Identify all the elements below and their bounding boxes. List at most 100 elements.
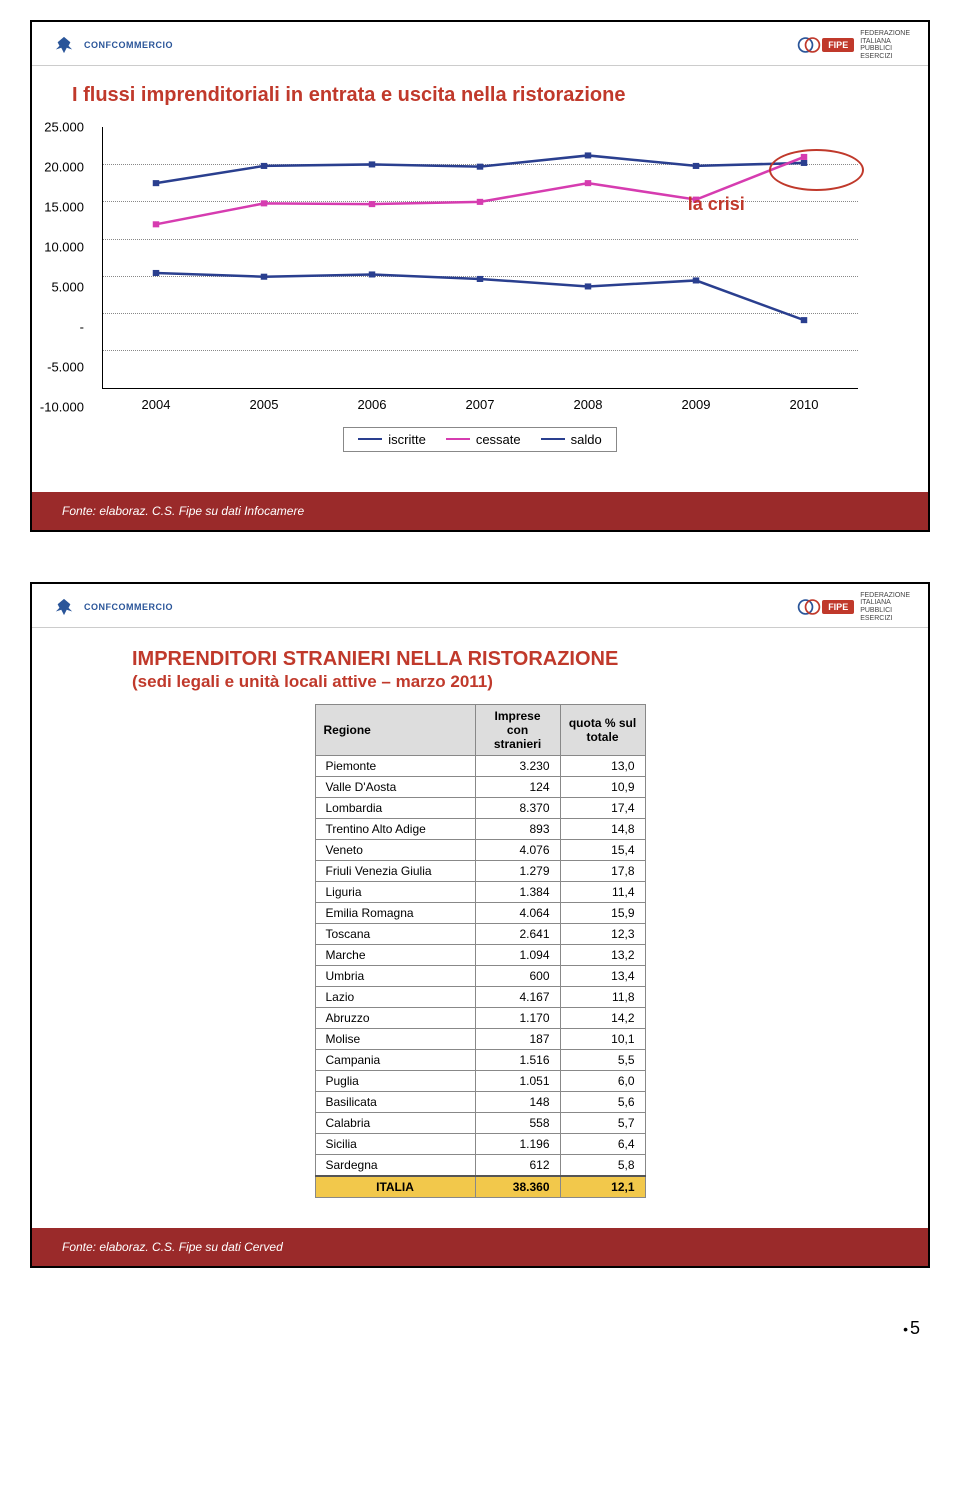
table-cell: 38.360 — [475, 1176, 560, 1198]
marker — [153, 180, 159, 186]
table-cell: 12,1 — [560, 1176, 645, 1198]
y-tick-label: -5.000 — [47, 359, 84, 374]
col-quota: quota % sul totale — [560, 704, 645, 755]
table-cell: Veneto — [315, 839, 475, 860]
slide1-source: Fonte: elaboraz. C.S. Fipe su dati Infoc… — [32, 492, 928, 530]
table-cell: 5,6 — [560, 1091, 645, 1112]
table-header-row: Regione Imprese con stranieri quota % su… — [315, 704, 645, 755]
marker — [477, 199, 483, 205]
y-axis-labels: 25.00020.00015.00010.0005.000--5.000-10.… — [37, 127, 92, 407]
table-cell: Calabria — [315, 1112, 475, 1133]
chart-legend: iscritte cessate saldo — [343, 427, 616, 452]
x-tick-label: 2005 — [210, 397, 318, 412]
marker — [477, 163, 483, 169]
table-row: Emilia Romagna4.06415,9 — [315, 902, 645, 923]
table-cell: 12,3 — [560, 923, 645, 944]
slide-2: CONFCOMMERCIO FIPE FEDERAZIONE ITALIANA … — [30, 582, 930, 1268]
marker — [585, 283, 591, 289]
confcommercio-text: CONFCOMMERCIO — [84, 602, 173, 612]
slide-header: CONFCOMMERCIO FIPE FEDERAZIONE ITALIANA … — [32, 22, 928, 66]
table-row: Friuli Venezia Giulia1.27917,8 — [315, 860, 645, 881]
table-cell: 1.279 — [475, 860, 560, 881]
legend-saldo: saldo — [541, 432, 602, 447]
table-cell: Lazio — [315, 986, 475, 1007]
fipe-label: FIPE — [822, 600, 854, 614]
table-cell: 8.370 — [475, 797, 560, 818]
bullet-icon: • — [903, 1321, 908, 1337]
y-tick-label: 10.000 — [44, 239, 84, 254]
table-cell: Friuli Venezia Giulia — [315, 860, 475, 881]
table-row: Valle D'Aosta12410,9 — [315, 776, 645, 797]
table-cell: 6,4 — [560, 1133, 645, 1154]
table-cell: Sicilia — [315, 1133, 475, 1154]
eagle-icon — [50, 35, 78, 55]
table-row: Trentino Alto Adige89314,8 — [315, 818, 645, 839]
table-cell: 1.051 — [475, 1070, 560, 1091]
table-cell: 4.076 — [475, 839, 560, 860]
table-cell: ITALIA — [315, 1176, 475, 1198]
table-cell: 2.641 — [475, 923, 560, 944]
table-cell: 1.196 — [475, 1133, 560, 1154]
table-cell: Puglia — [315, 1070, 475, 1091]
marker — [369, 161, 375, 167]
table-cell: 10,9 — [560, 776, 645, 797]
table-cell: 5,8 — [560, 1154, 645, 1176]
table-cell: Campania — [315, 1049, 475, 1070]
table-cell: 893 — [475, 818, 560, 839]
table-row: Umbria60013,4 — [315, 965, 645, 986]
table-cell: Trentino Alto Adige — [315, 818, 475, 839]
confcommercio-logo: CONFCOMMERCIO — [50, 35, 173, 55]
y-tick-label: 15.000 — [44, 199, 84, 214]
table-cell: 3.230 — [475, 755, 560, 776]
marker — [261, 163, 267, 169]
table-row: Lazio4.16711,8 — [315, 986, 645, 1007]
table-cell: Liguria — [315, 881, 475, 902]
x-tick-label: 2007 — [426, 397, 534, 412]
table-row: Toscana2.64112,3 — [315, 923, 645, 944]
table-row: Sicilia1.1966,4 — [315, 1133, 645, 1154]
slide-header: CONFCOMMERCIO FIPE FEDERAZIONE ITALIANA … — [32, 584, 928, 628]
table-row: Marche1.09413,2 — [315, 944, 645, 965]
y-tick-label: -10.000 — [40, 399, 84, 414]
x-tick-label: 2010 — [750, 397, 858, 412]
fipe-circles-icon — [796, 597, 822, 617]
table-cell: 10,1 — [560, 1028, 645, 1049]
slide-1: CONFCOMMERCIO FIPE FEDERAZIONE ITALIANA … — [30, 20, 930, 532]
table-cell: Basilicata — [315, 1091, 475, 1112]
fipe-logo: FIPE FEDERAZIONE ITALIANA PUBBLICI ESERC… — [796, 30, 910, 61]
slide1-body: I flussi imprenditoriali in entrata e us… — [32, 66, 928, 472]
table-row: Basilicata1485,6 — [315, 1091, 645, 1112]
federation-text: FEDERAZIONE ITALIANA PUBBLICI ESERCIZI — [860, 592, 910, 623]
table-cell: 11,8 — [560, 986, 645, 1007]
table-row: Calabria5585,7 — [315, 1112, 645, 1133]
legend-iscritte: iscritte — [358, 432, 426, 447]
marker — [585, 152, 591, 158]
marker — [261, 273, 267, 279]
x-tick-label: 2006 — [318, 397, 426, 412]
marker — [369, 271, 375, 277]
x-axis-labels: 2004200520062007200820092010 — [102, 397, 858, 412]
crisis-annotation: la crisi — [688, 194, 745, 215]
table-cell: 14,8 — [560, 818, 645, 839]
slide2-title: IMPRENDITORI STRANIERI NELLA RISTORAZION… — [132, 646, 828, 672]
table-row: Liguria1.38411,4 — [315, 881, 645, 902]
y-tick-label: 5.000 — [51, 279, 84, 294]
page-number: •5 — [30, 1318, 930, 1339]
marker — [585, 180, 591, 186]
table-cell: 558 — [475, 1112, 560, 1133]
slide1-title: I flussi imprenditoriali in entrata e us… — [72, 84, 888, 107]
x-tick-label: 2004 — [102, 397, 210, 412]
table-cell: 17,8 — [560, 860, 645, 881]
fipe-logo: FIPE FEDERAZIONE ITALIANA PUBBLICI ESERC… — [796, 592, 910, 623]
x-tick-label: 2008 — [534, 397, 642, 412]
legend-line-icon — [446, 438, 470, 440]
table-cell: Emilia Romagna — [315, 902, 475, 923]
marker — [693, 277, 699, 283]
table-cell: 15,4 — [560, 839, 645, 860]
table-cell: 13,4 — [560, 965, 645, 986]
slide2-body: IMPRENDITORI STRANIERI NELLA RISTORAZION… — [32, 628, 928, 1208]
table-cell: Abruzzo — [315, 1007, 475, 1028]
table-cell: Marche — [315, 944, 475, 965]
marker — [477, 276, 483, 282]
table-cell: 1.516 — [475, 1049, 560, 1070]
